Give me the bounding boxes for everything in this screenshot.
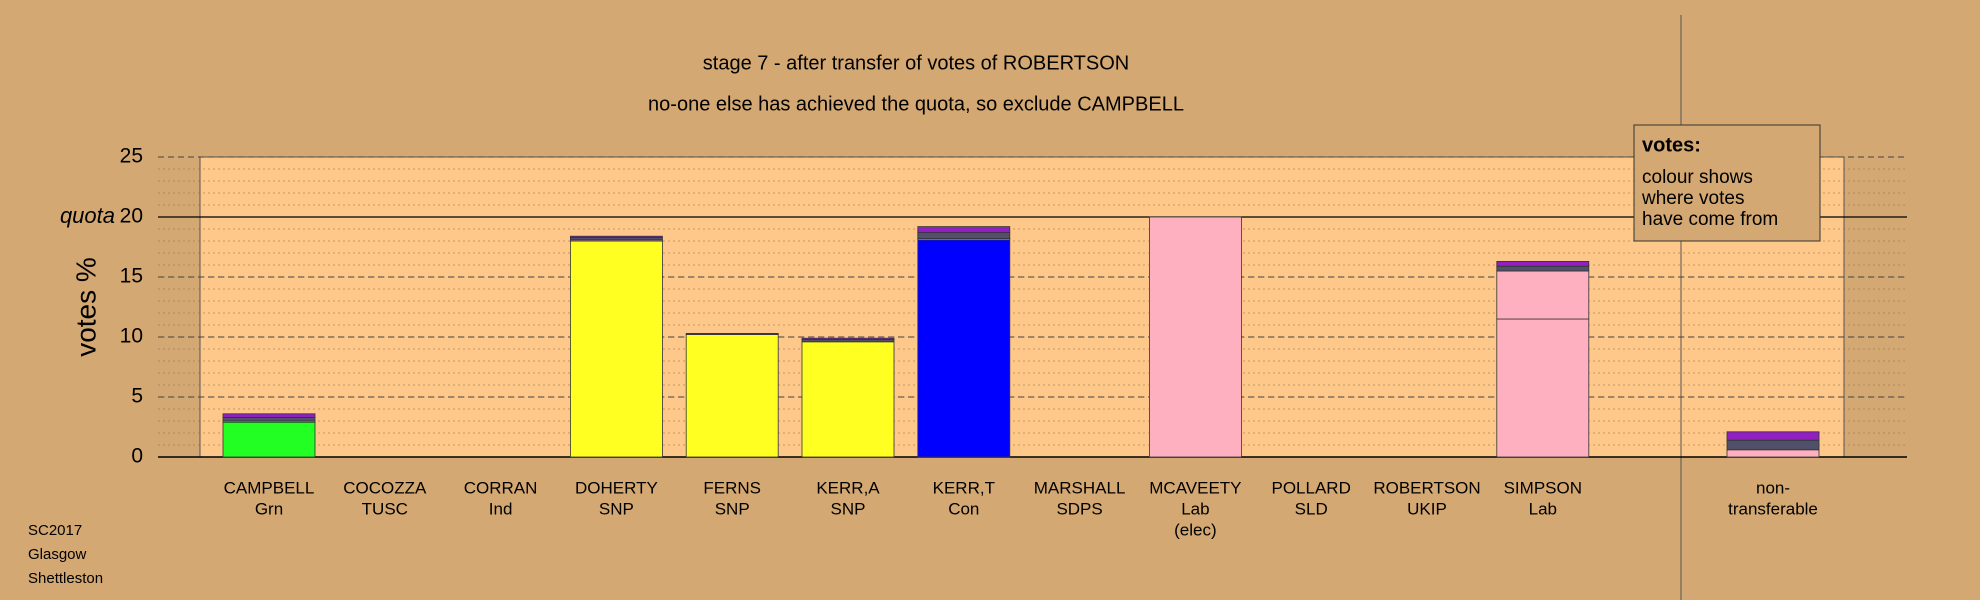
bar-segment bbox=[1149, 216, 1242, 458]
x-tick-label: MCAVEETY bbox=[1149, 478, 1241, 497]
bar-segment bbox=[1496, 260, 1590, 267]
footer-text: Glasgow bbox=[28, 546, 87, 563]
x-tick-label: transferable bbox=[1728, 499, 1818, 518]
bar-segment bbox=[917, 239, 1011, 458]
x-tick-label: Con bbox=[948, 499, 979, 518]
y-tick-label: 15 bbox=[120, 265, 143, 288]
bar-segment bbox=[685, 332, 779, 335]
bar-segment bbox=[1496, 265, 1590, 272]
x-tick-label: SDPS bbox=[1056, 499, 1102, 518]
y-axis-label: votes % bbox=[70, 257, 101, 357]
bar-segment bbox=[1726, 449, 1820, 458]
bar-segment bbox=[1496, 318, 1590, 458]
x-tick-label: SIMPSON bbox=[1504, 478, 1582, 497]
quota-label: quota bbox=[60, 203, 115, 228]
legend-box bbox=[1633, 124, 1821, 242]
x-tick-label: KERR,T bbox=[933, 478, 995, 497]
x-tick-label: SNP bbox=[831, 499, 866, 518]
legend-text: have come from bbox=[1642, 209, 1778, 230]
y-tick-label: 5 bbox=[131, 385, 143, 408]
legend-title: votes: bbox=[1642, 134, 1701, 156]
bar-segment bbox=[1726, 431, 1820, 441]
bar-segment bbox=[222, 413, 316, 418]
x-tick-label: SLD bbox=[1295, 499, 1328, 518]
x-tick-label: TUSC bbox=[362, 499, 408, 518]
x-tick-label: (elec) bbox=[1174, 520, 1217, 539]
x-tick-label: COCOZZA bbox=[343, 478, 427, 497]
x-tick-label: DOHERTY bbox=[575, 478, 658, 497]
x-tick-label: SNP bbox=[715, 499, 750, 518]
x-tick-label: ROBERTSON bbox=[1373, 478, 1480, 497]
x-tick-label: KERR,A bbox=[816, 478, 880, 497]
x-tick-label: Lab bbox=[1529, 499, 1557, 518]
y-tick-label: 0 bbox=[131, 445, 143, 468]
y-tick-label: 25 bbox=[120, 145, 143, 168]
y-tick-label: 10 bbox=[120, 325, 143, 348]
bar-segment bbox=[222, 416, 316, 422]
chart-subtitle: no-one else has achieved the quota, so e… bbox=[648, 93, 1184, 115]
x-tick-label: UKIP bbox=[1407, 499, 1447, 518]
x-tick-label: non- bbox=[1756, 478, 1790, 497]
plot-panel bbox=[199, 156, 1845, 458]
bar-segment bbox=[222, 421, 316, 458]
x-tick-label: MARSHALL bbox=[1034, 478, 1126, 497]
x-tick-label: Grn bbox=[255, 499, 283, 518]
bar-segment bbox=[1726, 439, 1820, 451]
x-tick-label: Lab bbox=[1181, 499, 1209, 518]
x-tick-label: Ind bbox=[489, 499, 513, 518]
bar-segment bbox=[570, 240, 663, 458]
chart-title: stage 7 - after transfer of votes of ROB… bbox=[703, 52, 1129, 74]
footer-text: SC2017 bbox=[28, 522, 82, 539]
bar-segment bbox=[801, 337, 895, 340]
bar-segment bbox=[917, 232, 1011, 240]
x-tick-label: SNP bbox=[599, 499, 634, 518]
bar-segment bbox=[801, 341, 895, 458]
x-tick-label: POLLARD bbox=[1272, 478, 1351, 497]
x-tick-label: CAMPBELL bbox=[224, 478, 315, 497]
bar-segment bbox=[570, 235, 663, 238]
bar-segment bbox=[917, 226, 1011, 234]
footer-text: Shettleston bbox=[28, 570, 103, 587]
x-tick-label: CORRAN bbox=[464, 478, 538, 497]
bar-segment bbox=[1496, 270, 1590, 320]
legend-text: where votes bbox=[1641, 188, 1744, 209]
y-tick-label: 20 bbox=[120, 205, 143, 228]
legend-text: colour shows bbox=[1642, 167, 1753, 188]
bar-segment bbox=[685, 334, 779, 458]
x-tick-label: FERNS bbox=[703, 478, 761, 497]
